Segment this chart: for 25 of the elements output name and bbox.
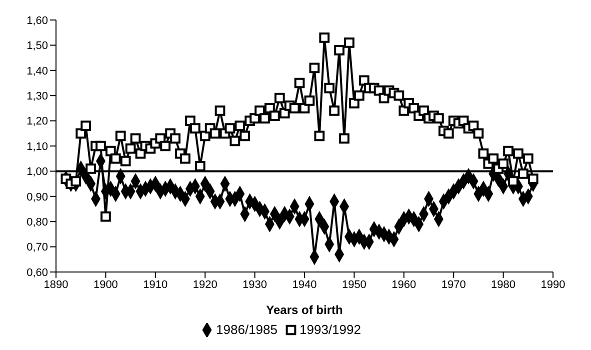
x-tick-label: 1920 (192, 278, 218, 291)
x-tick-label: 1990 (540, 278, 566, 291)
y-tick-label: 1,30 (26, 90, 48, 103)
y-tick-label: 1,20 (26, 116, 48, 128)
legend-label: 1993/1992 (300, 322, 361, 337)
x-tick-label: 1980 (491, 278, 516, 291)
x-tick-label: 1940 (292, 278, 317, 291)
x-axis-title: Years of birth (266, 303, 343, 317)
y-tick-label: 1,10 (26, 140, 48, 153)
y-tick-label: 1,40 (26, 65, 48, 78)
x-tick-label: 1890 (44, 278, 68, 291)
y-tick-label: 0,90 (26, 191, 48, 204)
y-tick-label: 0,60 (26, 266, 48, 279)
x-tick-label: 1970 (441, 278, 466, 291)
y-tick-label: 0,70 (26, 242, 48, 254)
x-tick-label: 1910 (143, 278, 168, 291)
x-tick-label: 1900 (93, 278, 118, 291)
y-tick-label: 1,60 (26, 14, 48, 27)
legend-label: 1986/1985 (216, 322, 278, 337)
y-tick-label: 0,80 (26, 216, 48, 229)
x-tick-label: 1930 (242, 278, 268, 291)
x-tick-label: 1950 (342, 278, 366, 291)
x-tick-label: 1960 (392, 278, 416, 291)
y-tick-label: 1,50 (26, 40, 48, 52)
y-tick-label: 1,00 (26, 166, 48, 178)
